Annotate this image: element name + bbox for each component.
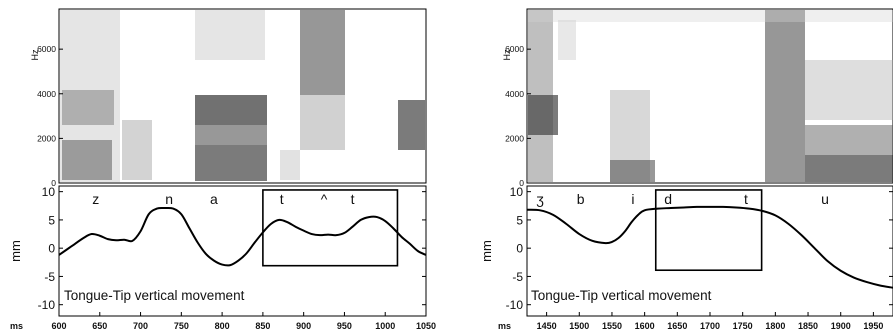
x-tick-label: 1700 (700, 321, 720, 331)
left-trace-frame (58, 185, 427, 317)
hz-tick-label: 6000 (505, 44, 524, 54)
hz-tick-label: 2000 (505, 133, 524, 143)
segment-label: t (744, 191, 748, 207)
mm-tick-label: 0 (48, 242, 55, 256)
x-tick-label: 1000 (375, 321, 395, 331)
right-tongue-tip-line (526, 205, 893, 289)
mm-tick-label: 5 (516, 213, 523, 227)
right-hz-ticks: 0 2000 4000 6000 (505, 44, 531, 188)
left-panel: Hz 0 2000 4000 6000 mm -10 -5 0 5 10 600 650 700 7… (8, 8, 436, 331)
right-highlight-box (654, 189, 763, 272)
x-tick-label: 1800 (765, 321, 785, 331)
left-segment-labels: z n a t ^ t (92, 191, 354, 207)
left-annotation: Tongue-Tip vertical movement (64, 288, 245, 303)
mm-tick-label: 10 (42, 185, 56, 199)
x-tick-label: 800 (215, 321, 230, 331)
left-hz-label: Hz (30, 49, 40, 60)
right-spectrogram-energy (528, 10, 893, 182)
x-tick-label: 900 (296, 321, 311, 331)
x-tick-label: 950 (337, 321, 352, 331)
segment-label: ^ (321, 191, 328, 207)
left-mm-label: mm (8, 240, 23, 262)
x-tick-label: 1450 (537, 321, 557, 331)
left-hz-ticks: 0 2000 4000 6000 (37, 44, 63, 188)
x-tick-label: 1050 (416, 321, 436, 331)
right-hz-label: Hz (502, 49, 512, 60)
left-tongue-tip-line (58, 206, 427, 267)
mm-tick-label: 5 (48, 213, 55, 227)
left-x-ticks: 600 650 700 750 800 850 900 950 1000 1050 (51, 312, 436, 331)
right-spectrogram-frame (526, 8, 893, 184)
hz-tick-label: 6000 (37, 44, 56, 54)
segment-label: z (92, 191, 99, 207)
x-tick-label: 1550 (602, 321, 622, 331)
x-tick-label: 1500 (569, 321, 589, 331)
mm-tick-label: -5 (512, 270, 523, 284)
x-tick-label: 1850 (798, 321, 818, 331)
x-tick-label: 1600 (635, 321, 655, 331)
segment-label: a (210, 191, 218, 207)
segment-label: t (280, 191, 284, 207)
hz-tick-label: 0 (519, 178, 524, 188)
right-ms-label: ms (498, 321, 511, 331)
right-panel: Hz 0 2000 4000 6000 mm -10 -5 0 5 10 1450 1500 15… (479, 8, 893, 331)
mm-tick-label: 0 (516, 242, 523, 256)
right-mm-label: mm (479, 240, 494, 262)
segment-label: i (631, 191, 634, 207)
x-tick-label: 1750 (733, 321, 753, 331)
segment-label: ʒ (536, 191, 544, 207)
mm-tick-label: -10 (506, 298, 524, 312)
mm-tick-label: -5 (44, 270, 55, 284)
hz-tick-label: 2000 (37, 133, 56, 143)
hz-tick-label: 4000 (505, 89, 524, 99)
x-tick-label: 600 (51, 321, 66, 331)
x-tick-label: 1900 (831, 321, 851, 331)
x-tick-label: 650 (92, 321, 107, 331)
x-tick-label: 750 (174, 321, 189, 331)
x-tick-label: 700 (133, 321, 148, 331)
right-trace-plot: mm -10 -5 0 5 10 1450 1500 1550 1600 1650 1700 175… (479, 185, 893, 331)
left-ms-label: ms (10, 321, 23, 331)
segment-label: u (821, 191, 829, 207)
x-tick-label: 1650 (667, 321, 687, 331)
right-x-ticks: 1450 1500 1550 1600 1650 1700 1750 1800 1850 1900… (537, 312, 883, 331)
segment-label: d (664, 191, 672, 207)
x-tick-label: 1950 (863, 321, 883, 331)
mm-tick-label: 10 (510, 185, 524, 199)
right-annotation: Tongue-Tip vertical movement (531, 288, 712, 303)
left-highlight-box (262, 189, 399, 267)
right-mm-ticks: -10 -5 0 5 10 (506, 185, 893, 312)
left-spectrogram-energy (60, 10, 425, 182)
right-spectrogram: Hz 0 2000 4000 6000 (502, 8, 893, 188)
left-mm-ticks: -10 -5 0 5 10 (38, 185, 426, 312)
x-tick-label: 850 (255, 321, 270, 331)
left-trace-plot: mm -10 -5 0 5 10 600 650 700 750 800 850 900 950 100… (8, 185, 436, 331)
left-spectrogram: Hz 0 2000 4000 6000 (30, 8, 427, 188)
segment-label: b (577, 191, 585, 207)
segment-label: t (351, 191, 355, 207)
segment-label: n (165, 191, 173, 207)
mm-tick-label: -10 (38, 298, 56, 312)
hz-tick-label: 0 (51, 178, 56, 188)
hz-tick-label: 4000 (37, 89, 56, 99)
